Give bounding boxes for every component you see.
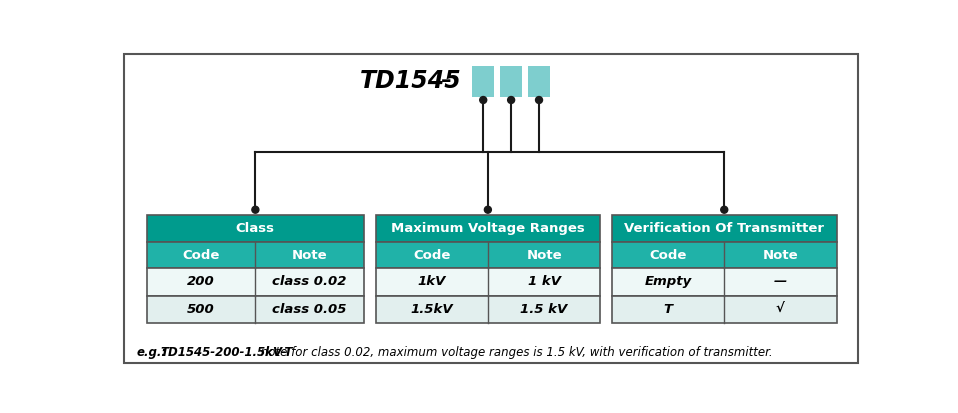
Text: 1.5 kV: 1.5 kV bbox=[520, 303, 568, 316]
Text: Maximum Voltage Ranges: Maximum Voltage Ranges bbox=[391, 222, 584, 235]
Text: 1 kV: 1 kV bbox=[528, 275, 560, 288]
FancyBboxPatch shape bbox=[376, 242, 601, 268]
Text: class 0.05: class 0.05 bbox=[272, 303, 347, 316]
FancyBboxPatch shape bbox=[147, 242, 364, 268]
FancyBboxPatch shape bbox=[528, 66, 550, 97]
Text: Note: Note bbox=[763, 249, 798, 262]
FancyBboxPatch shape bbox=[472, 66, 494, 97]
FancyBboxPatch shape bbox=[500, 66, 522, 97]
Text: Code: Code bbox=[413, 249, 450, 262]
Circle shape bbox=[508, 97, 514, 104]
Text: e.g.:: e.g.: bbox=[137, 346, 167, 358]
Text: T: T bbox=[664, 303, 673, 316]
Text: 1.5kV: 1.5kV bbox=[410, 303, 453, 316]
Text: Empty: Empty bbox=[645, 275, 692, 288]
Text: class 0.02: class 0.02 bbox=[272, 275, 347, 288]
FancyBboxPatch shape bbox=[612, 215, 836, 242]
FancyBboxPatch shape bbox=[125, 54, 857, 363]
FancyBboxPatch shape bbox=[612, 242, 836, 268]
Text: –: – bbox=[442, 71, 452, 91]
FancyBboxPatch shape bbox=[147, 268, 364, 296]
Text: 1kV: 1kV bbox=[418, 275, 445, 288]
FancyBboxPatch shape bbox=[612, 296, 836, 323]
Text: 500: 500 bbox=[187, 303, 215, 316]
Text: TD1545: TD1545 bbox=[360, 69, 462, 93]
FancyBboxPatch shape bbox=[376, 268, 601, 296]
FancyBboxPatch shape bbox=[147, 296, 364, 323]
Text: Code: Code bbox=[650, 249, 687, 262]
Circle shape bbox=[536, 97, 542, 104]
Text: note for class 0.02, maximum voltage ranges is 1.5 kV, with verification of tran: note for class 0.02, maximum voltage ran… bbox=[257, 346, 772, 358]
FancyBboxPatch shape bbox=[147, 215, 364, 242]
FancyBboxPatch shape bbox=[376, 215, 601, 242]
Circle shape bbox=[720, 206, 728, 213]
Text: Verification Of Transmitter: Verification Of Transmitter bbox=[625, 222, 824, 235]
Circle shape bbox=[485, 206, 491, 213]
Text: √: √ bbox=[776, 303, 785, 316]
Text: Note: Note bbox=[526, 249, 562, 262]
Text: TD1545-200-1.5kV-T: TD1545-200-1.5kV-T bbox=[160, 346, 292, 358]
FancyBboxPatch shape bbox=[612, 268, 836, 296]
Circle shape bbox=[252, 206, 259, 213]
Text: Code: Code bbox=[182, 249, 219, 262]
Text: Note: Note bbox=[292, 249, 328, 262]
Text: 200: 200 bbox=[187, 275, 215, 288]
Text: Class: Class bbox=[236, 222, 275, 235]
Circle shape bbox=[480, 97, 487, 104]
FancyBboxPatch shape bbox=[376, 296, 601, 323]
Text: —: — bbox=[774, 275, 787, 288]
